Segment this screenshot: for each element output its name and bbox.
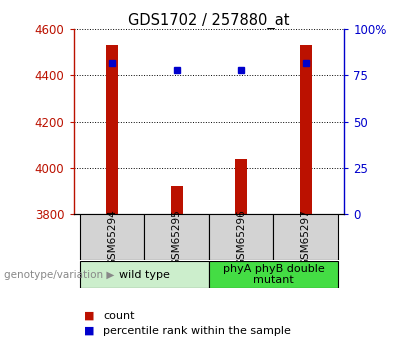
- Text: GSM65295: GSM65295: [172, 209, 182, 266]
- Bar: [273, 214, 338, 260]
- Text: count: count: [103, 311, 134, 321]
- Text: genotype/variation ▶: genotype/variation ▶: [4, 270, 115, 279]
- Bar: [80, 214, 144, 260]
- Bar: [106, 46, 118, 214]
- Title: GDS1702 / 257880_at: GDS1702 / 257880_at: [128, 13, 290, 29]
- Bar: [80, 261, 209, 288]
- Text: GSM65296: GSM65296: [236, 209, 246, 266]
- Text: ■: ■: [84, 311, 94, 321]
- Bar: [209, 214, 273, 260]
- Bar: [144, 214, 209, 260]
- Bar: [300, 46, 312, 214]
- Text: ■: ■: [84, 326, 94, 335]
- Bar: [209, 261, 338, 288]
- Bar: [235, 158, 247, 214]
- Text: wild type: wild type: [119, 270, 170, 279]
- Text: percentile rank within the sample: percentile rank within the sample: [103, 326, 291, 335]
- Text: GSM65294: GSM65294: [107, 209, 117, 266]
- Text: GSM65297: GSM65297: [301, 209, 311, 266]
- Text: phyA phyB double
mutant: phyA phyB double mutant: [223, 264, 324, 285]
- Bar: [171, 186, 183, 214]
